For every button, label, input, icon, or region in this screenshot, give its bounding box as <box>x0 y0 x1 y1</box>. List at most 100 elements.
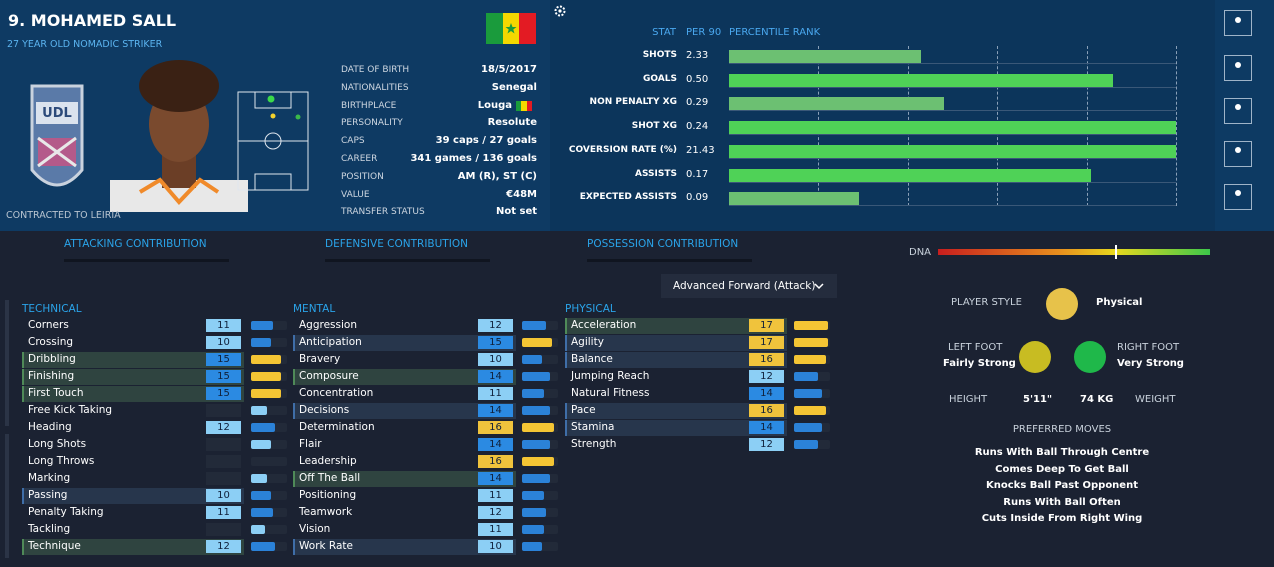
height-value: 5'11" <box>1023 394 1053 405</box>
attribute-name: Corners <box>28 319 69 331</box>
tab-underline <box>587 259 752 262</box>
attribute-name: Stamina <box>571 421 615 433</box>
row-highlight <box>565 403 787 419</box>
stat-name: ASSISTS <box>635 168 677 179</box>
attribute-bar <box>522 372 550 381</box>
attribute-value: 12 <box>206 540 241 553</box>
side-buttons[interactable] <box>1224 10 1252 210</box>
group-title: TECHNICAL <box>22 303 82 315</box>
attribute-value: 10 <box>206 336 241 349</box>
value-box <box>206 404 241 417</box>
attribute-name: Work Rate <box>299 540 354 552</box>
row-highlight <box>293 403 516 419</box>
row-highlight <box>293 369 516 385</box>
attribute-bar <box>522 525 544 534</box>
attribute-bar <box>251 321 273 330</box>
attribute-name: Composure <box>299 370 359 382</box>
stat-baseline <box>729 110 1176 112</box>
attribute-bar <box>794 321 828 330</box>
attribute-name: Flair <box>299 438 322 450</box>
contribution-tab[interactable]: DEFENSIVE CONTRIBUTION <box>325 238 468 250</box>
stat-per90: 0.24 <box>686 121 709 133</box>
attribute-bar <box>522 338 552 347</box>
row-highlight <box>22 369 244 385</box>
stat-name: EXPECTED ASSISTS <box>579 192 677 203</box>
value-box <box>206 438 241 451</box>
info-label: CAPS <box>341 136 365 147</box>
info-label: TRANSFER STATUS <box>341 207 425 218</box>
attribute-value: 11 <box>478 387 513 400</box>
info-label: DATE OF BIRTH <box>341 65 410 75</box>
preferred-move: Runs With Ball Often <box>1003 496 1121 508</box>
percentile-bar <box>729 144 1176 158</box>
attribute-bar <box>251 355 281 364</box>
style-icon <box>1046 288 1078 320</box>
attribute-value: 14 <box>478 370 513 383</box>
attribute-name: Penalty Taking <box>28 506 104 518</box>
row-highlight <box>22 488 244 504</box>
percentile-bar <box>729 168 1092 182</box>
group-title: PHYSICAL <box>565 303 616 315</box>
attribute-name: Agility <box>571 336 604 348</box>
player-photo <box>110 60 248 212</box>
contract: CONTRACTED TO LEIRIA <box>6 210 121 221</box>
attribute-value: 14 <box>749 387 784 400</box>
preferred-move: Comes Deep To Get Ball <box>995 463 1129 475</box>
player-style-label: PLAYER STYLE <box>951 297 1022 308</box>
stat-per90: 0.17 <box>686 168 709 180</box>
role-name[interactable]: Advanced Forward (Attack) <box>673 280 816 292</box>
role-dropdown[interactable] <box>661 274 837 298</box>
stat-name: SHOT XG <box>631 121 677 132</box>
attribute-bar <box>251 389 281 398</box>
attribute-name: Marking <box>28 472 71 484</box>
attribute-name: Positioning <box>299 489 357 501</box>
player-name: 9. MOHAMED SALL <box>8 11 177 30</box>
stat-name: COVERSION RATE (%) <box>568 144 677 155</box>
attribute-value: 17 <box>749 319 784 332</box>
attribute-bar <box>522 389 544 398</box>
info-value: Senegal <box>491 81 537 93</box>
attribute-value: 12 <box>478 319 513 332</box>
percentile-bar <box>729 192 859 206</box>
attribute-name: Finishing <box>28 370 75 382</box>
moves-title: PREFERRED MOVES <box>1012 424 1112 435</box>
attribute-name: Leadership <box>299 455 357 467</box>
stat-per90: 21.43 <box>686 144 715 156</box>
attribute-value: 15 <box>206 370 241 383</box>
bar-track <box>251 525 287 534</box>
attribute-name: Concentration <box>299 387 374 399</box>
attribute-bar <box>522 457 554 466</box>
info-label: VALUE <box>341 189 370 200</box>
contribution-tab[interactable]: POSSESSION CONTRIBUTION <box>587 238 739 250</box>
attribute-bar <box>522 440 550 449</box>
attribute-name: Acceleration <box>571 319 637 331</box>
stat-baseline <box>729 86 1176 88</box>
attribute-name: Anticipation <box>299 336 362 348</box>
attribute-value: 14 <box>478 438 513 451</box>
attribute-name: Passing <box>28 489 68 501</box>
stat-header: PERCENTILE RANK <box>729 27 821 38</box>
info-label: CAREER <box>341 154 378 164</box>
foot-value: Very Strong <box>1117 358 1184 369</box>
info-value: 39 caps / 27 goals <box>435 135 537 147</box>
dna-bar <box>938 249 1210 255</box>
row-highlight <box>565 420 787 436</box>
left-foot-icon <box>1019 341 1051 373</box>
value-box <box>206 455 241 468</box>
attribute-name: Dribbling <box>28 353 76 365</box>
attribute-bar <box>794 372 818 381</box>
attribute-bar <box>794 423 822 432</box>
settings-icon[interactable] <box>554 5 566 17</box>
club-badge: UDL <box>30 84 84 187</box>
info-value: AM (R), ST (C) <box>457 170 537 182</box>
birthplace-flag <box>516 101 532 111</box>
value-box <box>206 472 241 485</box>
attribute-value: 16 <box>749 404 784 417</box>
row-highlight <box>565 335 787 351</box>
stat-name: SHOTS <box>642 50 677 60</box>
weight-label: WEIGHT <box>1135 394 1176 405</box>
attribute-value: 10 <box>478 540 513 553</box>
tab-underline <box>64 259 229 262</box>
contribution-tab[interactable]: ATTACKING CONTRIBUTION <box>64 238 207 250</box>
